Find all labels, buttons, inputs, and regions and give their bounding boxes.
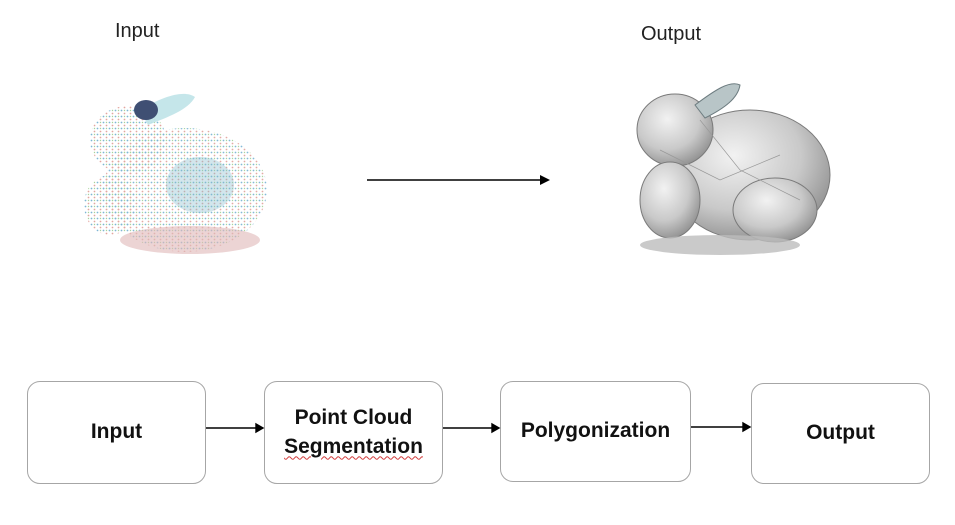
input-caption: Input (115, 20, 160, 42)
flow-step-point-cloud-segmentation: Point Cloud Segmentation (264, 381, 443, 484)
flow-step-polygonization-label: Polygonization (520, 419, 671, 443)
flow-arrow-2-head (491, 422, 501, 434)
flow-arrow-3-head (742, 421, 752, 433)
point-cloud-bunny-image (84, 93, 267, 254)
flow-step-segmentation-line2: Segmentation (284, 434, 423, 458)
flow-step-input: Input (27, 381, 206, 484)
flow-step-output: Output (751, 383, 930, 484)
flow-step-polygonization: Polygonization (500, 381, 691, 482)
flow-step-input-label: Input (90, 420, 143, 444)
flow-step-segmentation-line1: Point Cloud (294, 406, 413, 430)
flow-arrow-1-head (255, 422, 265, 434)
output-caption: Output (641, 23, 702, 45)
flow-step-output-label: Output (806, 421, 875, 445)
process-arrow (367, 175, 550, 185)
mesh-bunny-image (636, 83, 831, 255)
